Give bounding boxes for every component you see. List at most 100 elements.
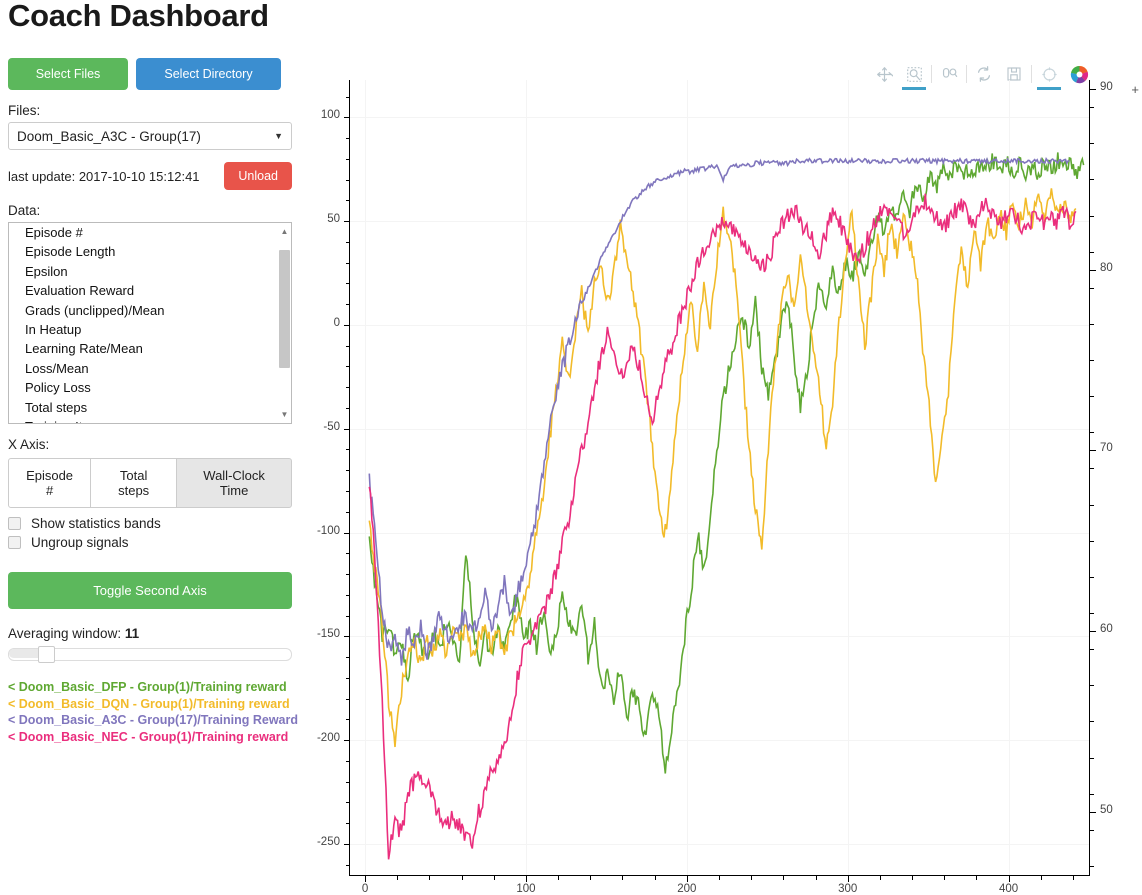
- toolbar-separator: [1031, 65, 1032, 83]
- series-line: [368, 188, 1077, 748]
- y-axis-tick: [344, 740, 350, 742]
- y-axis-minor-tick: [346, 719, 350, 721]
- y2-axis-minor-tick: [1090, 757, 1094, 759]
- data-list-item[interactable]: Learning Rate/Mean: [25, 341, 143, 357]
- x-axis-minor-tick: [879, 876, 881, 880]
- x-axis-minor-tick: [783, 876, 785, 880]
- averaging-window-row: Averaging window: 11: [8, 626, 300, 641]
- slider-fill: [9, 649, 43, 658]
- y2-axis-minor-tick: [1090, 107, 1094, 109]
- y2-axis-minor-tick: [1090, 613, 1094, 614]
- reset-icon[interactable]: [969, 61, 999, 87]
- y-axis-minor-tick: [346, 781, 350, 783]
- wheel-zoom-icon[interactable]: [934, 61, 964, 87]
- show-statistics-bands-row[interactable]: Show statistics bands: [8, 516, 292, 531]
- unload-button[interactable]: Unload: [224, 162, 292, 190]
- gridline-vertical: [686, 80, 688, 875]
- legend-item-a3c[interactable]: < Doom_Basic_A3C - Group(17)/Training Re…: [8, 713, 298, 727]
- toolbar-separator: [931, 65, 932, 83]
- y2-axis-tick-label: 70: [1100, 442, 1113, 455]
- legend-item-dqn[interactable]: < Doom_Basic_DQN - Group(1)/Training rew…: [8, 696, 290, 711]
- y-axis-minor-tick: [346, 407, 350, 409]
- y2-axis-minor-tick: [1090, 432, 1094, 434]
- y-axis-minor-tick: [346, 490, 350, 492]
- averaging-window-slider[interactable]: [8, 646, 292, 663]
- x-axis-option-wall-clock-time[interactable]: Wall-Clock Time: [176, 458, 292, 508]
- slider-track[interactable]: [8, 648, 292, 661]
- legend-list: < Doom_Basic_DFP - Group(1)/Training rew…: [8, 680, 298, 745]
- y-axis-tick: [344, 428, 350, 430]
- y-axis-minor-tick: [346, 864, 350, 866]
- ungroup-signals-row[interactable]: Ungroup signals: [8, 535, 292, 550]
- y2-axis-minor-tick: [1090, 179, 1094, 181]
- save-icon[interactable]: [999, 61, 1029, 87]
- x-axis-minor-tick: [1072, 876, 1074, 880]
- gridline-vertical: [365, 80, 367, 875]
- box-zoom-icon[interactable]: [899, 61, 929, 90]
- files-select-wrap: Doom_Basic_A3C - Group(17) ▼: [8, 122, 292, 150]
- y2-axis-minor-tick: [1090, 721, 1094, 723]
- x-axis: [349, 875, 1090, 876]
- data-list-item[interactable]: Training Iter: [9, 417, 291, 423]
- toolbar-separator: [966, 65, 967, 83]
- data-listbox[interactable]: Episode # Episode Length Epsilon Evaluat…: [8, 222, 292, 424]
- x-axis-label: X Axis:: [8, 437, 50, 452]
- show-statistics-bands-checkbox[interactable]: [8, 517, 21, 530]
- gridline-horizontal: [350, 221, 1089, 223]
- y2-axis-tick-label: 90: [1100, 81, 1113, 94]
- y-axis-right: [1089, 80, 1090, 875]
- data-list-item[interactable]: Total steps: [25, 399, 88, 415]
- x-axis-minor-tick: [397, 876, 399, 880]
- scroll-down-icon[interactable]: ▼: [280, 410, 289, 419]
- x-axis-tick: [686, 876, 688, 882]
- x-axis-option-total-steps[interactable]: Total steps: [90, 458, 178, 508]
- y-axis-minor-tick: [346, 241, 350, 243]
- x-axis-button-group: Episode # Total steps Wall-Clock Time: [8, 458, 292, 508]
- y-axis-minor-tick: [346, 677, 350, 679]
- data-list-item[interactable]: Evaluation Reward: [25, 283, 135, 299]
- hover-icon[interactable]: [1034, 61, 1064, 90]
- y2-axis-tick-label: 60: [1100, 623, 1113, 636]
- data-list-item[interactable]: Episode #: [25, 225, 83, 240]
- y2-axis-minor-tick: [1090, 251, 1094, 253]
- x-axis-tick: [365, 876, 367, 882]
- data-list-item[interactable]: Loss/Mean: [25, 360, 89, 376]
- data-list-item[interactable]: In Heatup: [25, 322, 82, 338]
- sidebar: Select Files Select Directory Files: Doo…: [0, 58, 300, 746]
- y-axis-minor-tick: [346, 262, 350, 264]
- ungroup-signals-label: Ungroup signals: [31, 535, 129, 550]
- legend-item-nec[interactable]: < Doom_Basic_NEC - Group(1)/Training rew…: [8, 729, 289, 744]
- data-list-item[interactable]: Episode Length: [25, 244, 116, 260]
- data-list-scrollbar[interactable]: ▲ ▼: [279, 224, 290, 422]
- series-lines: [368, 152, 1085, 860]
- select-directory-button[interactable]: Select Directory: [136, 58, 281, 90]
- scrollbar-thumb[interactable]: [279, 250, 290, 368]
- y-axis-minor-tick: [346, 760, 350, 762]
- x-axis-tick: [847, 876, 849, 882]
- data-list-item[interactable]: Epsilon: [25, 263, 68, 279]
- y-axis-minor-tick: [346, 823, 350, 825]
- y2-axis-minor-tick: [1090, 323, 1094, 325]
- y2-axis-minor-tick: [1090, 685, 1094, 687]
- y2-axis-tick-label: 80: [1100, 261, 1113, 274]
- y2-axis-minor-tick: [1090, 143, 1094, 145]
- data-list-item[interactable]: Grads (unclipped)/Mean: [25, 302, 165, 318]
- x-axis-minor-tick: [719, 876, 720, 880]
- x-axis-option-episode[interactable]: Episode #: [8, 458, 92, 508]
- scroll-up-icon[interactable]: ▲: [280, 227, 289, 236]
- x-axis-tick-label: 200: [677, 883, 697, 895]
- toggle-second-axis-button[interactable]: Toggle Second Axis: [8, 572, 292, 609]
- pan-icon[interactable]: [869, 61, 899, 87]
- x-axis-tick: [525, 876, 527, 882]
- bokeh-logo-icon[interactable]: [1064, 61, 1094, 87]
- y-axis-tick-label: -100: [316, 524, 340, 537]
- y2-axis-minor-tick: [1090, 360, 1094, 362]
- select-files-button[interactable]: Select Files: [8, 58, 128, 90]
- files-select[interactable]: Doom_Basic_A3C - Group(17): [8, 122, 292, 150]
- y-axis-minor-tick: [346, 158, 350, 160]
- slider-knob[interactable]: [38, 646, 55, 663]
- ungroup-signals-checkbox[interactable]: [8, 536, 21, 549]
- y-axis-minor-tick: [346, 802, 350, 804]
- data-list-item[interactable]: Policy Loss: [25, 380, 91, 396]
- legend-item-dfp[interactable]: < Doom_Basic_DFP - Group(1)/Training rew…: [8, 680, 287, 694]
